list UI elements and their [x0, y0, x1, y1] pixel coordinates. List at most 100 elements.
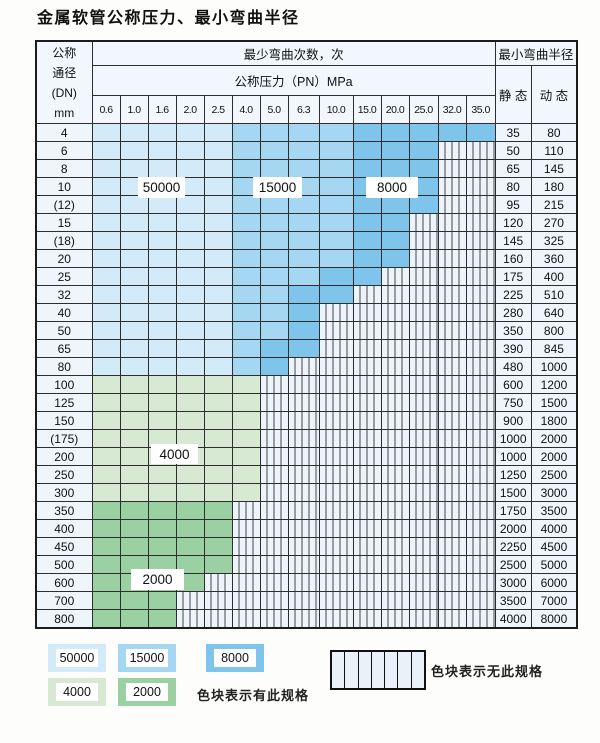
- no-spec-cell: [352, 303, 382, 322]
- static-radius-cell: 2500: [494, 555, 532, 574]
- spec-cell-light_green: [91, 465, 121, 484]
- spec-cell-medium_blue: [287, 195, 320, 214]
- spec-cell-light_green: [203, 465, 233, 484]
- no-spec-cell: [408, 591, 439, 610]
- spec-cell-medium_green: [91, 501, 121, 520]
- no-spec-cell: [231, 609, 261, 629]
- spec-cell-light_green: [231, 393, 261, 412]
- dn-header-line: 公称: [52, 45, 77, 60]
- dynamic-radius-cell: 110: [530, 141, 578, 160]
- dynamic-radius-cell: 325: [530, 231, 578, 250]
- pressure-tick: 1.0: [119, 95, 149, 124]
- dynamic-radius-cell: 7000: [530, 591, 578, 610]
- spec-cell-light_blue: [119, 141, 149, 160]
- no-spec-swatch-cell: [345, 652, 359, 688]
- no-spec-cell: [287, 519, 320, 538]
- dynamic-radius-cell: 6000: [530, 573, 578, 592]
- spec-cell-light_blue: [119, 321, 149, 340]
- no-spec-cell: [318, 339, 354, 358]
- spec-cell-medium_blue: [318, 231, 354, 250]
- spec-cell-dark_blue: [408, 159, 439, 178]
- no-spec-cell: [408, 231, 439, 250]
- spec-cell-light_blue: [175, 267, 205, 286]
- no-spec-cell: [465, 393, 496, 412]
- no-spec-cell: [318, 501, 354, 520]
- no-spec-cell: [437, 609, 467, 629]
- static-radius-cell: 3500: [494, 591, 532, 610]
- table-row: 125 750 1500: [35, 393, 578, 412]
- spec-cell-light_green: [231, 483, 261, 502]
- spec-cell-dark_blue: [380, 195, 410, 214]
- spec-cell-dark_blue: [352, 195, 382, 214]
- static-radius-cell: 3000: [494, 573, 532, 592]
- dynamic-radius-cell: 3500: [530, 501, 578, 520]
- spec-cell-light_blue: [147, 213, 177, 232]
- overlay-label-2000: 2000: [131, 569, 184, 590]
- no-spec-cell: [318, 573, 354, 592]
- spec-cell-medium_blue: [287, 159, 320, 178]
- spec-cell-medium_blue: [287, 123, 320, 142]
- legend-swatch-50000: 50000: [48, 644, 106, 672]
- no-spec-cell: [318, 429, 354, 448]
- dynamic-radius-cell: 2000: [530, 447, 578, 466]
- spec-cell-light_blue: [147, 195, 177, 214]
- no-spec-cell: [352, 537, 382, 556]
- dn-cell: 80: [35, 357, 93, 376]
- legend-swatch-4000: 4000: [48, 678, 106, 706]
- spec-cell-medium_blue: [231, 267, 261, 286]
- spec-cell-light_green: [147, 375, 177, 394]
- spec-cell-light_green: [147, 465, 177, 484]
- no-spec-cell: [287, 465, 320, 484]
- pressure-tick: 0.6: [91, 95, 121, 124]
- dn-cell: 125: [35, 393, 93, 412]
- no-spec-cell: [318, 393, 354, 412]
- no-spec-cell: [465, 267, 496, 286]
- pressure-tick: 4.0: [231, 95, 261, 124]
- table-row: 250 1250 2500: [35, 465, 578, 484]
- no-spec-cell: [437, 519, 467, 538]
- spec-table: 公称 通径 (DN) mm 最少弯曲次数，次 最小弯曲半径 公称压力（PN）MP…: [35, 40, 579, 629]
- static-radius-cell: 390: [494, 339, 532, 358]
- no-spec-cell: [380, 573, 410, 592]
- table-row: 450 2250 4500: [35, 537, 578, 556]
- dn-cell: 600: [35, 573, 93, 592]
- no-spec-cell: [408, 429, 439, 448]
- spec-cell-light_blue: [147, 267, 177, 286]
- table-row: 100 600 1200: [35, 375, 578, 394]
- no-spec-cell: [408, 303, 439, 322]
- dynamic-radius-cell: 360: [530, 249, 578, 268]
- spec-cell-light_blue: [147, 321, 177, 340]
- spec-cell-medium_green: [119, 501, 149, 520]
- spec-cell-light_green: [147, 411, 177, 430]
- spec-cell-dark_blue: [380, 141, 410, 160]
- spec-cell-dark_blue: [318, 267, 354, 286]
- no-spec-cell: [287, 555, 320, 574]
- static-radius-cell: 95: [494, 195, 532, 214]
- no-spec-cell: [380, 303, 410, 322]
- spec-cell-light_green: [175, 411, 205, 430]
- no-spec-cell: [408, 411, 439, 430]
- no-spec-swatch-cell: [385, 652, 399, 688]
- has-spec-legend-text: 色块表示有此规格: [197, 688, 310, 703]
- dn-header-line: mm: [54, 105, 75, 120]
- no-spec-cell: [352, 429, 382, 448]
- spec-cell-dark_blue: [352, 213, 382, 232]
- spec-cell-light_blue: [91, 321, 121, 340]
- no-spec-cell: [437, 465, 467, 484]
- static-radius-cell: 1750: [494, 501, 532, 520]
- spec-cell-medium_green: [119, 609, 149, 629]
- no-spec-cell: [437, 339, 467, 358]
- no-spec-swatch-cell: [398, 652, 412, 688]
- spec-cell-light_green: [231, 375, 261, 394]
- spec-cell-medium_blue: [231, 231, 261, 250]
- no-spec-cell: [259, 591, 289, 610]
- spec-cell-light_green: [231, 447, 261, 466]
- no-spec-cell: [408, 573, 439, 592]
- spec-cell-medium_blue: [287, 249, 320, 268]
- table-row: 150 900 1800: [35, 411, 578, 430]
- no-spec-cell: [465, 519, 496, 538]
- dynamic-radius-cell: 4000: [530, 519, 578, 538]
- no-spec-cell: [318, 303, 354, 322]
- static-radius-cell: 65: [494, 159, 532, 178]
- pressure-tick: 25.0: [408, 95, 439, 124]
